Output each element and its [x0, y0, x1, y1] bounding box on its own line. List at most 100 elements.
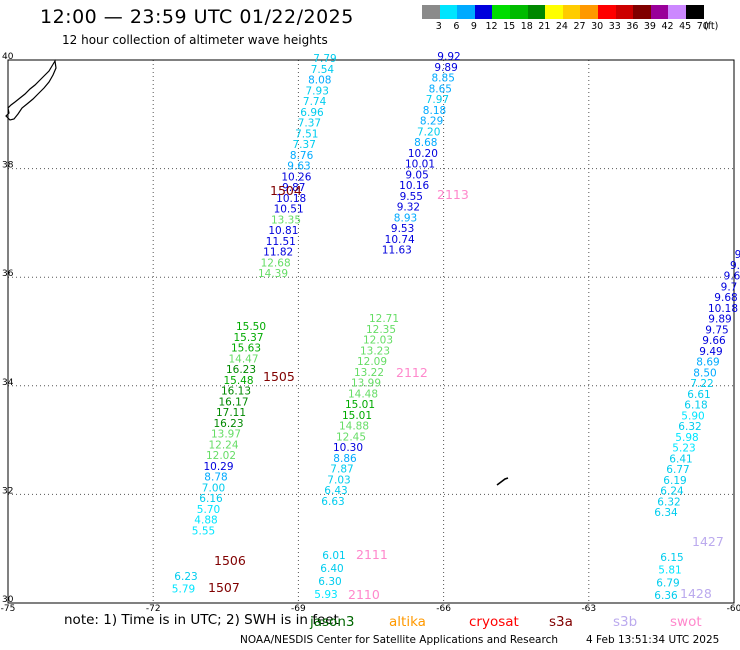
wave-height-value: 10.20: [408, 148, 438, 160]
wave-height-value: 12.71: [369, 313, 399, 325]
pass-id-label: 2111: [356, 547, 388, 562]
wave-height-value: 6.40: [320, 563, 343, 575]
wave-height-value: 12.68: [261, 257, 291, 269]
wave-height-value: 17.11: [216, 407, 246, 419]
wave-height-value: 7.87: [330, 464, 353, 476]
wave-height-value: 16.17: [218, 396, 248, 408]
colorbar-label: 3: [435, 21, 442, 32]
colorbar-swatch: [474, 5, 493, 19]
wave-height-value: 9.87: [282, 182, 305, 194]
wave-height-value: 9.32: [397, 202, 420, 214]
longitude-label: -69: [291, 604, 306, 614]
wave-height-value: 9.68: [714, 292, 737, 304]
colorbar-label: 36: [626, 21, 639, 32]
wave-height-value: 8.78: [204, 472, 227, 484]
wave-height-value: 5.93: [314, 589, 337, 601]
wave-height-value: 6.18: [684, 400, 707, 412]
wave-height-value: 6.63: [321, 496, 344, 508]
wave-height-value: 13.99: [351, 378, 381, 390]
wave-height-value: 7.74: [303, 96, 327, 108]
colorbar-label: 21: [538, 21, 551, 32]
pass-id-label: 1428: [680, 586, 712, 601]
bermuda-island: [496, 477, 509, 486]
wave-height-value: 8.50: [693, 367, 716, 379]
wave-height-value: 7.00: [202, 482, 225, 494]
pass-id-label: 2110: [348, 587, 380, 602]
colorbar-swatch: [633, 5, 651, 19]
wave-height-value: 5.81: [658, 565, 681, 577]
wave-height-value: 15.50: [236, 321, 266, 333]
wave-height-value: 9.55: [400, 191, 423, 203]
pass-id-label: 1427: [692, 534, 724, 549]
wave-height-value: 8.69: [696, 357, 719, 369]
wave-height-value: 7.54: [311, 64, 335, 76]
wave-height-value: 9.: [730, 260, 740, 272]
pass-id-label: 2112: [396, 365, 428, 380]
wave-height-value: 12.45: [336, 431, 366, 443]
wave-height-value: 12.03: [363, 335, 393, 347]
wave-height-value: 14.48: [348, 388, 378, 400]
colorbar-swatch: [580, 5, 598, 19]
colorbar-label: 42: [661, 21, 674, 32]
longitude-label: -66: [436, 604, 451, 614]
colorbar-label: 15: [503, 21, 516, 32]
wave-height-value: 7.20: [417, 126, 440, 138]
wave-height-value: 6.41: [669, 453, 692, 465]
wave-height-value: 7.03: [327, 474, 350, 486]
pass-id-label: 1504: [270, 183, 302, 198]
latitude-label: 30: [2, 595, 14, 605]
wave-height-value: 8.85: [432, 73, 455, 85]
wave-height-value: 6.19: [663, 475, 686, 487]
wave-height-value: 6.34: [654, 507, 678, 519]
map-title: 12:00 — 23:59 UTC 01/22/2025: [40, 6, 354, 28]
wave-height-value: 7.79: [313, 53, 336, 65]
wave-height-value: 8.93: [394, 212, 417, 224]
wave-height-value: 13.23: [360, 345, 390, 357]
wave-height-value: 11.82: [263, 247, 293, 259]
latitude-label: 38: [2, 161, 14, 171]
wave-height-value: 16.13: [221, 386, 251, 398]
wave-height-value: 10.29: [203, 461, 233, 473]
colorbar-swatch: [492, 5, 510, 19]
wave-height-value: 5.70: [197, 504, 220, 516]
wave-height-value: 14.39: [258, 268, 288, 280]
colorbar-swatch: [527, 5, 546, 19]
longitude-label: -72: [146, 604, 161, 614]
pass-id-label: 1506: [214, 553, 246, 568]
colorbar-swatch: [422, 5, 440, 19]
wave-height-value: 15.48: [223, 375, 253, 387]
wave-height-value: 6.36: [654, 590, 678, 602]
pass-id-label: 2113: [437, 187, 469, 202]
wave-height-value: 9.92: [437, 51, 460, 63]
wave-height-value: 6.01: [322, 550, 345, 562]
colorbar-swatch: [545, 5, 563, 19]
wave-height-value: 15.01: [342, 410, 372, 422]
colorbar-swatch: [457, 5, 475, 19]
wave-height-value: 9.63: [287, 161, 310, 173]
wave-height-value: 6.32: [657, 496, 680, 508]
map-frame: [7, 59, 735, 604]
colorbar-swatch: [650, 5, 669, 19]
wave-height-value: 10.81: [268, 225, 298, 237]
wave-height-value: 8.68: [414, 137, 437, 149]
wave-height-value: 16.23: [226, 364, 256, 376]
wave-height-value: 9.89: [434, 62, 457, 74]
wave-height-value: 12.09: [357, 356, 387, 368]
wave-height-value: 11.51: [266, 236, 296, 248]
wave-height-value: 10.74: [385, 234, 415, 246]
wave-height-value: 4.88: [194, 515, 217, 527]
wave-height-value: 6.24: [660, 486, 684, 498]
footer-timestamp: 4 Feb 13:51:34 UTC 2025: [586, 634, 720, 646]
colorbar-swatch: [510, 5, 528, 19]
wave-height-value: 6.43: [324, 485, 347, 497]
wave-height-value: 8.86: [333, 453, 357, 465]
colorbar-label: 9: [470, 21, 477, 32]
satellite-legend-item: jason3: [310, 614, 355, 630]
colorbar-swatch: [686, 5, 704, 19]
map-subtitle: 12 hour collection of altimeter wave hei…: [62, 33, 328, 47]
wave-height-value: 6.16: [199, 493, 223, 505]
wave-height-value: 7.37: [293, 139, 316, 151]
wave-height-value: 9.53: [391, 223, 414, 235]
wave-height-value: 11.63: [382, 245, 412, 257]
